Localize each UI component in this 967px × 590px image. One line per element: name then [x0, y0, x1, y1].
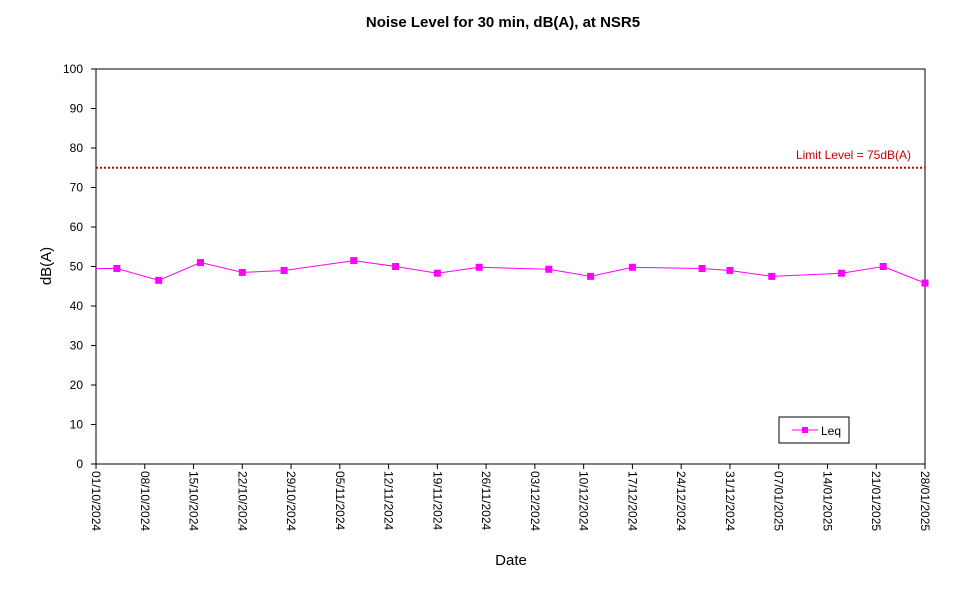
chart-title: Noise Level for 30 min, dB(A), at NSR5: [366, 14, 640, 31]
y-tick-label: 10: [70, 418, 84, 432]
y-tick-label: 50: [70, 260, 84, 274]
x-tick-label: 28/01/2025: [918, 471, 932, 531]
y-tick-label: 100: [63, 62, 83, 76]
data-point: [392, 263, 400, 270]
y-tick-label: 0: [76, 457, 83, 471]
x-tick-label: 08/10/2024: [138, 471, 152, 531]
y-tick-label: 60: [70, 220, 84, 234]
data-point: [921, 279, 929, 287]
data-point: [433, 269, 441, 277]
x-tick-label: 15/10/2024: [187, 471, 201, 531]
x-tick-label: 26/11/2024: [479, 471, 493, 530]
data-point: [698, 264, 706, 272]
data-point: [475, 263, 483, 271]
y-tick-label: 30: [70, 339, 84, 353]
data-point: [628, 263, 636, 271]
x-tick-label: 05/11/2024: [333, 471, 347, 530]
y-tick-label: 40: [70, 299, 84, 313]
x-tick-label: 07/01/2025: [772, 471, 786, 531]
x-tick-label: 29/10/2024: [284, 471, 298, 531]
plot-area: [95, 68, 926, 465]
x-tick-label: 21/01/2025: [869, 471, 883, 531]
data-point: [280, 266, 288, 274]
data-point: [726, 266, 734, 274]
y-tick-label: 70: [70, 181, 84, 195]
x-tick-label: 01/10/2024: [89, 471, 103, 531]
y-axis: 0 10 20 30 40 50 60 70 80 90 100: [63, 62, 96, 471]
data-point: [196, 259, 204, 267]
x-axis: 01/10/2024 08/10/2024 15/10/2024 22/10/2024…: [89, 464, 932, 531]
data-point: [350, 257, 358, 265]
y-tick-label: 90: [70, 102, 84, 116]
x-tick-label: 17/12/2024: [625, 471, 639, 531]
legend-label-leq: Leq: [821, 424, 841, 438]
series-points-leq: [113, 257, 929, 287]
data-point: [768, 272, 776, 280]
y-tick-label: 80: [70, 141, 84, 155]
limit-label: Limit Level = 75dB(A): [796, 148, 911, 162]
data-point: [155, 276, 163, 284]
data-point: [837, 269, 845, 277]
data-point: [587, 272, 595, 280]
data-point: [879, 263, 887, 270]
legend: Leq: [778, 416, 850, 444]
data-point: [238, 268, 246, 276]
x-tick-label: 12/11/2024: [382, 471, 396, 530]
data-point: [545, 265, 553, 273]
data-point: [113, 264, 121, 272]
legend-marker-icon: [802, 427, 808, 433]
x-axis-title: Date: [495, 552, 527, 569]
y-axis-title: dB(A): [38, 247, 55, 285]
x-tick-label: 22/10/2024: [235, 471, 249, 531]
x-tick-label: 14/01/2025: [820, 471, 834, 531]
x-tick-label: 31/12/2024: [723, 471, 737, 531]
x-tick-label: 10/12/2024: [577, 471, 591, 531]
y-tick-label: 20: [70, 378, 84, 392]
x-tick-label: 03/12/2024: [528, 471, 542, 531]
x-tick-label: 24/12/2024: [674, 471, 688, 531]
x-tick-label: 19/11/2024: [430, 471, 444, 530]
